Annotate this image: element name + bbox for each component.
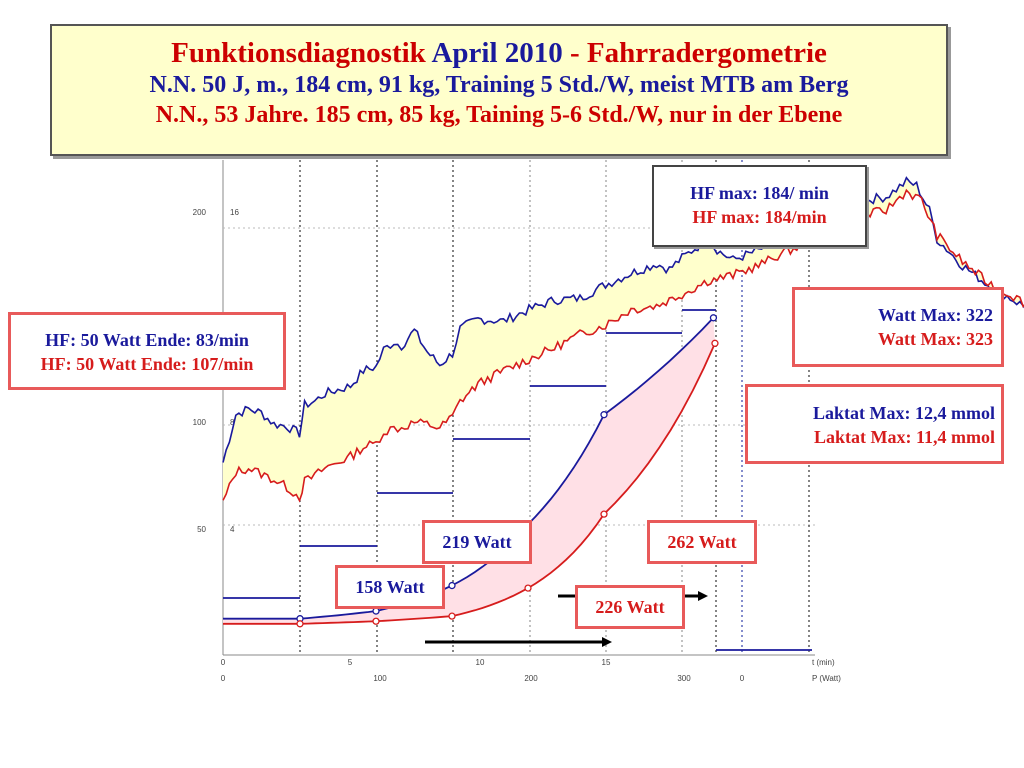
hf50-red-label: HF: 50 Watt Ende: 107/min <box>40 354 254 374</box>
y-tick-lactate: 8 <box>230 418 235 427</box>
x-tick-power: 300 <box>677 674 691 683</box>
watt-max-box: Watt Max: 322 Watt Max: 323 <box>792 287 1004 367</box>
y-tick-hr: 200 <box>193 208 207 217</box>
lactate-point-red <box>448 612 456 620</box>
arrow-upper-head <box>698 591 708 601</box>
axis-ticks: 200 100 50 16 8 4 0 5 10 15 t (min) 0 100 200 300 0 P (W… <box>193 208 842 683</box>
x-tick-power: 100 <box>373 674 387 683</box>
x-tick-time: 5 <box>348 658 353 667</box>
lactate-point-red <box>600 510 608 518</box>
y-tick-hr: 100 <box>193 418 207 427</box>
x-tick-time: 10 <box>476 658 485 667</box>
x-unit-time: t (min) <box>812 658 835 667</box>
title-part2: April 2010 <box>431 37 563 69</box>
x-unit-power: P (Watt) <box>812 674 841 683</box>
laktat-max-blue-label: Laktat Max: 12,4 mmol <box>813 403 995 423</box>
watt-max-red-label: Watt Max: 323 <box>878 329 993 349</box>
title-part1: Funktionsdiagnostik <box>171 37 432 69</box>
hr-line-blue <box>222 176 1024 463</box>
subject2-info: N.N., 53 Jahre. 185 cm, 85 kg, Taining 5… <box>155 102 843 128</box>
hfmax-blue-label: HF max: 184/ min <box>690 183 829 203</box>
y-tick-hr: 50 <box>197 525 206 534</box>
label-226-watt: 226 Watt <box>575 585 685 629</box>
hf50-box: HF: 50 Watt Ende: 83/min HF: 50 Watt End… <box>8 312 286 390</box>
label-158-watt: 158 Watt <box>335 565 445 609</box>
hfmax-red-label: HF max: 184/min <box>692 207 827 227</box>
x-tick-power: 0 <box>740 674 745 683</box>
lactate-point-red <box>296 620 304 628</box>
lactate-point-red <box>524 584 532 592</box>
lactate-point-blue <box>448 581 456 590</box>
lactate-point-red <box>372 617 380 625</box>
watt-max-blue-label: Watt Max: 322 <box>878 305 993 325</box>
label-262-watt: 262 Watt <box>647 520 757 564</box>
hf50-blue-label: HF: 50 Watt Ende: 83/min <box>45 330 249 350</box>
hr-difference-area <box>223 177 1024 501</box>
x-tick-time: 0 <box>221 658 226 667</box>
lactate-point-blue <box>709 314 718 322</box>
hr-line-red <box>222 188 1024 503</box>
area-fills <box>223 177 1024 624</box>
y-tick-lactate: 16 <box>230 208 239 217</box>
lactate-difference-area <box>223 317 715 624</box>
y-tick-lactate: 4 <box>230 525 235 534</box>
arrow-lower-head <box>602 637 612 647</box>
title-part3: - Fahrradergometrie <box>562 37 827 69</box>
x-tick-power: 200 <box>524 674 538 683</box>
x-tick-time: 15 <box>602 658 611 667</box>
hfmax-box: HF max: 184/ min HF max: 184/min <box>652 165 867 247</box>
x-tick-power: 0 <box>221 674 226 683</box>
lactate-point-red <box>711 339 719 347</box>
laktat-max-red-label: Laktat Max: 11,4 mmol <box>814 427 995 447</box>
lactate-point-blue <box>600 411 608 419</box>
lactate-line-red <box>223 342 716 625</box>
subject1-info: N.N. 50 J, m., 184 cm, 91 kg, Training 5… <box>149 72 849 98</box>
title-box: Funktionsdiagnostik April 2010 - Fahrrad… <box>50 24 948 156</box>
series-lines <box>222 176 1024 651</box>
label-219-watt: 219 Watt <box>422 520 532 564</box>
laktat-max-box: Laktat Max: 12,4 mmol Laktat Max: 11,4 m… <box>745 384 1004 464</box>
page-title: Funktionsdiagnostik April 2010 - Fahrrad… <box>52 36 946 70</box>
